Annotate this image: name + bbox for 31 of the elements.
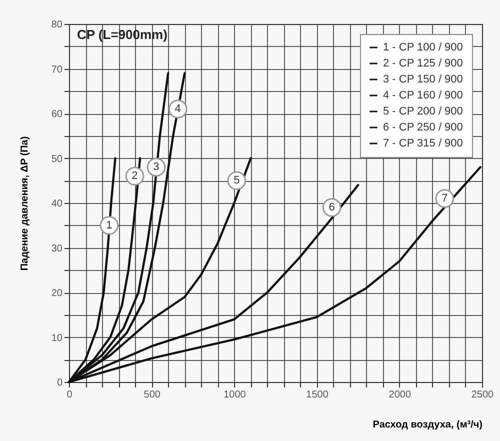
y-tick-label: 40 [51, 198, 63, 210]
legend-label: 5 - CP 200 / 900 [383, 106, 463, 118]
y-tick-label: 10 [51, 332, 63, 344]
x-tick-label: 0 [66, 390, 73, 400]
legend-label: 7 - CP 315 / 900 [383, 138, 463, 150]
y-axis-title: Падение давления, ΔP (Па) [19, 136, 30, 271]
annotation: 4 [174, 103, 181, 116]
y-tick-label: 60 [51, 109, 63, 120]
x-tick-label: 2000 [388, 390, 412, 400]
legend-label: 4 - CP 160 / 900 [383, 90, 463, 102]
legend-label: 3 - CP 150 / 900 [383, 74, 463, 86]
annotation: 2 [132, 170, 138, 182]
legend-label: 6 - CP 250 / 900 [383, 122, 463, 134]
legend-label: 2 - CP 125 / 900 [383, 58, 463, 70]
y-tick-label: 80 [51, 20, 63, 30]
y-tick-label: 50 [51, 154, 63, 165]
y-tick-label: 30 [51, 243, 63, 254]
x-tick-label: 1500 [306, 390, 329, 400]
x-axis-title: Расход воздуха, (м³/ч) [372, 420, 482, 430]
legend-label: 1 - CP 100 / 900 [383, 42, 463, 54]
annotation: 1 [106, 219, 112, 232]
x-tick-label: 500 [144, 390, 161, 400]
annotation: 3 [153, 161, 160, 174]
annotation: 6 [328, 201, 335, 214]
annotation: 5 [234, 174, 240, 187]
annotation: 7 [442, 192, 448, 205]
y-tick-label: 0 [56, 378, 63, 388]
y-tick-label: 70 [51, 64, 63, 76]
x-tick-label: 2500 [471, 390, 494, 400]
x-tick-label: 1000 [224, 390, 246, 400]
y-tick-label: 20 [51, 288, 63, 299]
